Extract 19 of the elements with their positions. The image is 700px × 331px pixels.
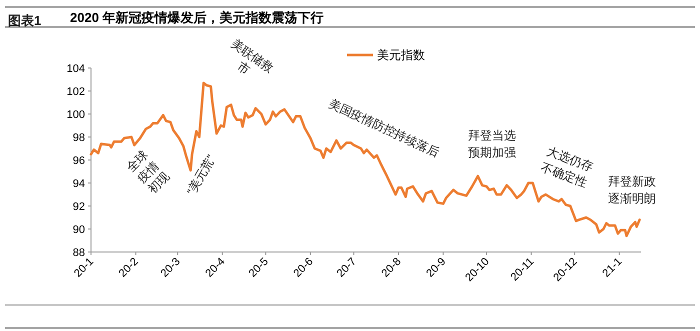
y-tick-label: 92: [72, 201, 85, 213]
annotation: 拜登新政逐渐明朗: [608, 174, 656, 206]
y-tick-label: 98: [72, 132, 85, 144]
annotation: 大选仍存不确定性: [539, 144, 595, 190]
y-tick-label: 100: [66, 109, 85, 121]
annotation: 美国疫情防控持续落后: [326, 96, 442, 160]
legend-label: 美元指数: [377, 48, 425, 62]
chart-title: 2020 年新冠疫情爆发后，美元指数震荡下行: [70, 10, 324, 25]
y-tick-label: 96: [72, 155, 85, 167]
annotation: 全球疫情初现: [124, 148, 172, 196]
annotation: “美元荒”: [184, 152, 218, 198]
annotation: 美联储救市: [228, 36, 276, 78]
text: 图表1: [8, 13, 42, 28]
y-tick-label: 104: [66, 63, 85, 75]
y-tick-label: 94: [72, 178, 85, 190]
annotation: 拜登当选预期加强: [468, 128, 516, 160]
y-tick-label: 102: [66, 86, 85, 98]
y-tick-label: 90: [72, 224, 85, 236]
y-tick-label: 88: [72, 247, 85, 259]
